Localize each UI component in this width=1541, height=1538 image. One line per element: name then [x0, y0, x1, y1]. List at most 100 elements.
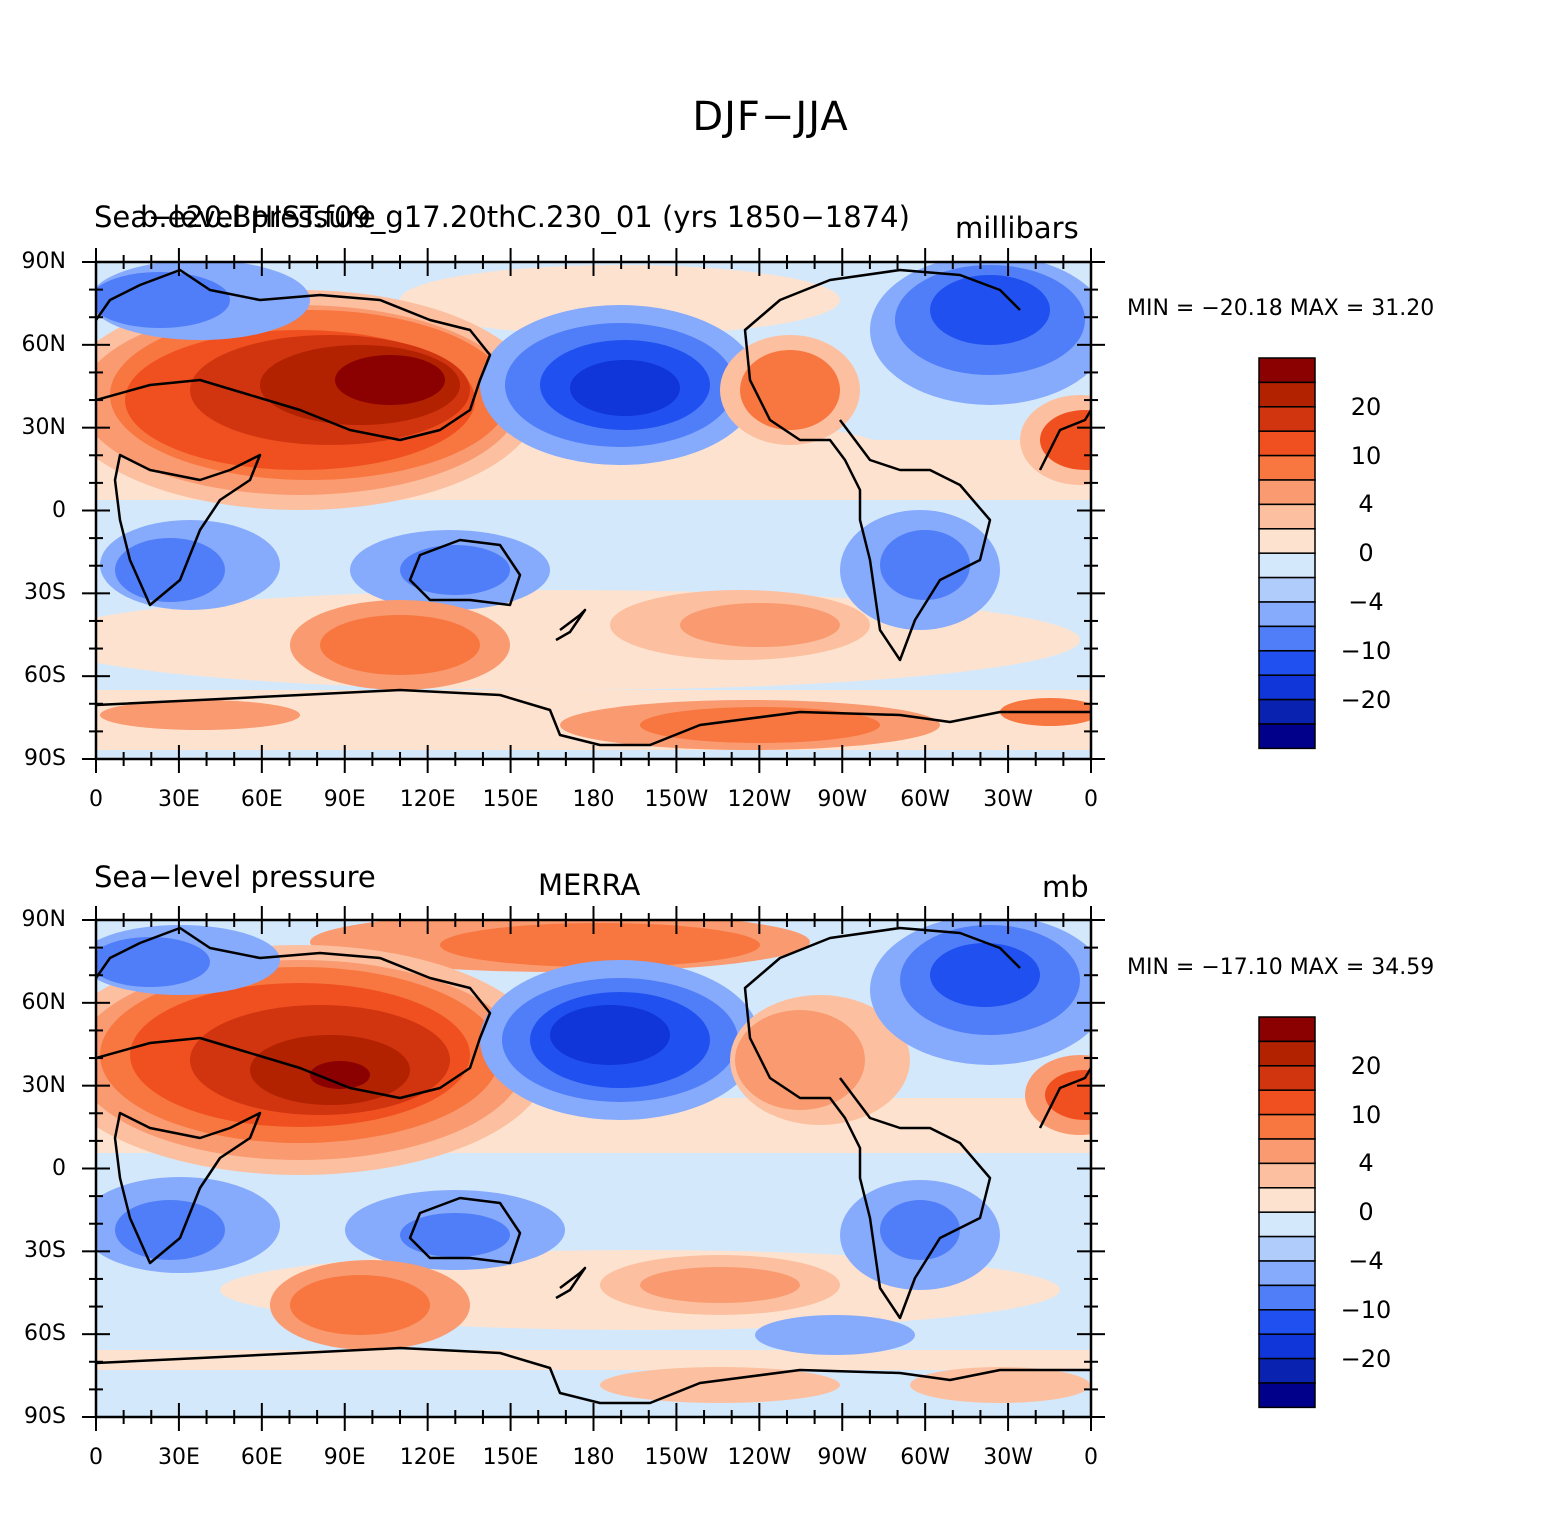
panel1-left-title: Sea−level pressure: [94, 200, 376, 234]
lon-label: 0: [1084, 787, 1098, 812]
panel1-minmax: MIN = −20.18 MAX = 31.20: [1127, 296, 1435, 321]
colorbar-box: [1258, 381, 1316, 408]
panel2-minmax: MIN = −17.10 MAX = 34.59: [1127, 955, 1435, 980]
colorbar-box: [1258, 1187, 1316, 1213]
colorbar-box: [1258, 650, 1316, 676]
colorbar-label: 0: [1358, 1198, 1374, 1227]
colorbar-box: [1258, 503, 1316, 530]
colorbar-box: [1258, 1382, 1316, 1409]
lon-label: 120W: [727, 1445, 792, 1470]
colorbar-box: [1258, 1260, 1316, 1287]
colorbar-label: −20: [1340, 685, 1392, 714]
colorbar-box: [1258, 1040, 1316, 1067]
lon-label: 60W: [900, 1445, 951, 1470]
panel1-colorbar: [1258, 357, 1316, 750]
lat-label: 90N: [21, 907, 66, 932]
axis-ticks: [82, 248, 1105, 1431]
lon-label: 60W: [900, 787, 951, 812]
lat-label: 60S: [24, 1321, 66, 1347]
colorbar-box: [1258, 479, 1316, 506]
panel1-map: [96, 262, 1091, 759]
colorbar-label: 20: [1350, 392, 1382, 421]
colorbar-label: 20: [1350, 1051, 1382, 1080]
lon-label: 0: [89, 1445, 103, 1470]
lon-label: 120W: [727, 787, 792, 812]
lon-label: 180: [572, 787, 615, 812]
colorbar-box: [1258, 1357, 1316, 1384]
colorbar-box: [1258, 528, 1316, 554]
lon-label: 60E: [240, 787, 283, 812]
panel2-center-title: MERRA: [538, 868, 641, 902]
panel1-units: millibars: [955, 211, 1079, 245]
lat-label: 90S: [24, 1404, 66, 1429]
colorbar-box: [1258, 1162, 1316, 1189]
lon-label: 30W: [983, 1445, 1033, 1470]
colorbar-label: −20: [1340, 1344, 1392, 1373]
lon-label: 120E: [399, 1445, 456, 1470]
colorbar-box: [1258, 430, 1316, 457]
colorbar-label: 10: [1350, 441, 1382, 470]
lon-label: 150E: [482, 1445, 539, 1470]
colorbar-box: [1258, 406, 1316, 432]
lat-label: 30N: [21, 1072, 66, 1098]
colorbar-box: [1258, 1309, 1316, 1335]
colorbar-box: [1258, 1016, 1316, 1043]
colorbar-box: [1258, 1089, 1316, 1116]
lon-label: 30E: [157, 1445, 200, 1470]
lat-label: 0: [52, 1155, 66, 1181]
colorbar-label: 0: [1358, 539, 1374, 568]
lon-label: 60E: [240, 1445, 283, 1470]
colorbar-label: −4: [1348, 588, 1384, 616]
lat-label: 30S: [24, 1238, 66, 1264]
colorbar-label: 4: [1358, 490, 1374, 519]
colorbar-label: −10: [1340, 636, 1392, 665]
coastlines: [96, 268, 1091, 1405]
lon-label: 150E: [482, 787, 539, 812]
lat-label: 90N: [21, 249, 66, 274]
colorbar-box: [1258, 601, 1316, 628]
colorbar-box: [1258, 454, 1316, 481]
colorbar-box: [1258, 1284, 1316, 1311]
colorbar-box: [1258, 698, 1316, 725]
lat-label: 60N: [21, 331, 66, 357]
lat-label: 0: [52, 497, 66, 523]
colorbar-box: [1258, 552, 1316, 579]
colorbar-box: [1258, 723, 1316, 750]
colorbar-box: [1258, 1138, 1316, 1165]
colorbar-box: [1258, 674, 1316, 701]
lat-label: 30N: [21, 414, 66, 440]
panel2-units: mb: [1042, 870, 1089, 904]
colorbar-label: 10: [1350, 1100, 1382, 1129]
lat-label: 30S: [24, 580, 66, 606]
colorbar-box: [1258, 625, 1316, 652]
lon-label: 30E: [157, 787, 200, 812]
lon-label: 90W: [817, 787, 868, 812]
figure-title: DJF−JJA: [692, 94, 849, 140]
panel1-center-title: b.e20.BHIST.f09_g17.20thC.230_01 (yrs 18…: [140, 200, 910, 234]
colorbar-box: [1258, 1235, 1316, 1262]
lon-label: 90E: [323, 787, 366, 812]
lon-label: 90W: [817, 1445, 868, 1470]
panel2-map: [96, 920, 1091, 1417]
panel1-coastlines: [96, 268, 1091, 747]
lon-label: 0: [1084, 1445, 1098, 1470]
colorbar-box: [1258, 1065, 1316, 1091]
lat-label: 60N: [21, 989, 66, 1015]
colorbar-box: [1258, 357, 1316, 384]
colorbar-box: [1258, 576, 1316, 603]
lon-label: 180: [572, 1445, 615, 1470]
lon-label: 30W: [983, 787, 1033, 812]
lon-label: 150W: [644, 1445, 709, 1470]
lat-label: 60S: [24, 663, 66, 689]
lon-label: 0: [89, 787, 103, 812]
colorbar-box: [1258, 1211, 1316, 1238]
panel2-left-title: Sea−level pressure: [94, 860, 376, 894]
lon-label: 150W: [644, 787, 709, 812]
colorbar-label: −10: [1340, 1295, 1392, 1324]
panel2-colorbar: [1258, 1016, 1316, 1409]
lat-label: 90S: [24, 746, 66, 771]
panel2-coastlines: [96, 926, 1091, 1405]
colorbar-box: [1258, 1113, 1316, 1140]
colorbar-box: [1258, 1333, 1316, 1360]
